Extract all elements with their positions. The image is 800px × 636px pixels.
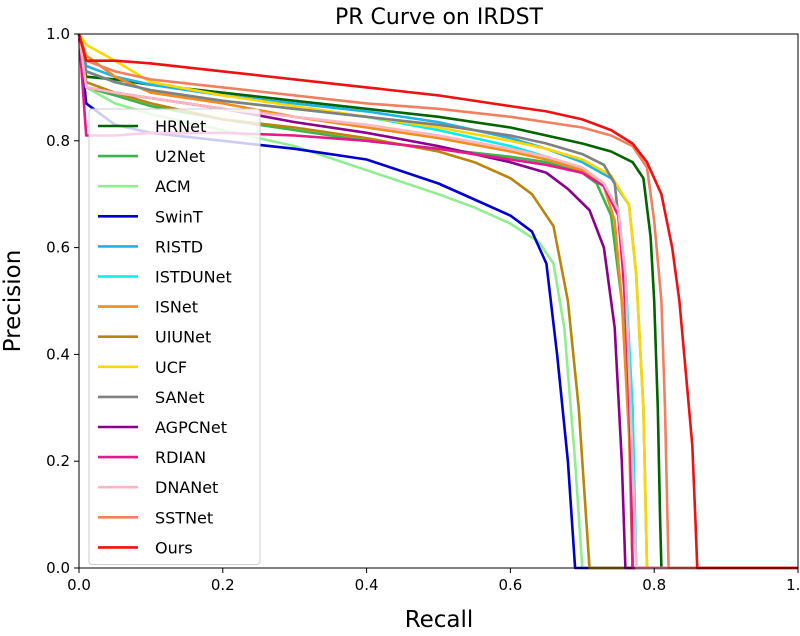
y-tick-label: 1.0	[46, 25, 70, 43]
legend: HRNet U2Net ACM SwinT RISTD ISTDUNet ISNet UIUN…	[88, 108, 261, 565]
y-tick-label: 0.4	[46, 345, 70, 363]
legend-label: UIUNet	[155, 328, 211, 347]
x-tick-label: 0.4	[355, 576, 379, 594]
legend-label: ISNet	[155, 298, 198, 317]
y-tick-label: 0.8	[46, 132, 70, 150]
chart-title: PR Curve on IRDST	[335, 5, 544, 30]
legend-label: SANet	[155, 388, 204, 407]
ticks-layer: 0.0 0.2 0.4 0.6 0.8 1.0 0.0 0.2 0.4 0.6 0.8 1.0	[46, 25, 800, 594]
legend-label: DNANet	[155, 478, 218, 497]
legend-label: RDIAN	[155, 448, 206, 467]
x-tick-label: 0.6	[498, 576, 522, 594]
legend-label: UCF	[155, 358, 187, 377]
x-tick-label: 0.2	[211, 576, 235, 594]
legend-label: SSTNet	[155, 508, 213, 527]
x-tick-label: 0.0	[67, 576, 91, 594]
legend-label: ISTDUNet	[155, 268, 232, 287]
legend-label: U2Net	[155, 147, 205, 166]
x-tick-label: 1.0	[786, 576, 800, 594]
series-line-sstnet	[77, 33, 798, 570]
legend-label: AGPCNet	[155, 418, 227, 437]
y-tick-label: 0.0	[46, 559, 70, 577]
x-axis-label: Recall	[405, 607, 474, 633]
legend-label: ACM	[155, 177, 191, 196]
series-line-uiunet	[77, 33, 798, 570]
series-line-ucf	[77, 33, 798, 570]
series-line-ours	[77, 33, 798, 570]
legend-label: RISTD	[155, 237, 203, 256]
series-line-dnanet	[77, 33, 798, 570]
legend-box	[88, 108, 261, 565]
y-tick-label: 0.2	[46, 452, 70, 470]
y-axis-label: Precision	[0, 250, 26, 353]
plot-frame	[78, 33, 799, 569]
legend-label: HRNet	[155, 117, 206, 136]
y-tick-label: 0.6	[46, 239, 70, 257]
legend-label: SwinT	[155, 207, 203, 226]
legend-label: Ours	[155, 538, 193, 557]
x-tick-label: 0.8	[642, 576, 666, 594]
